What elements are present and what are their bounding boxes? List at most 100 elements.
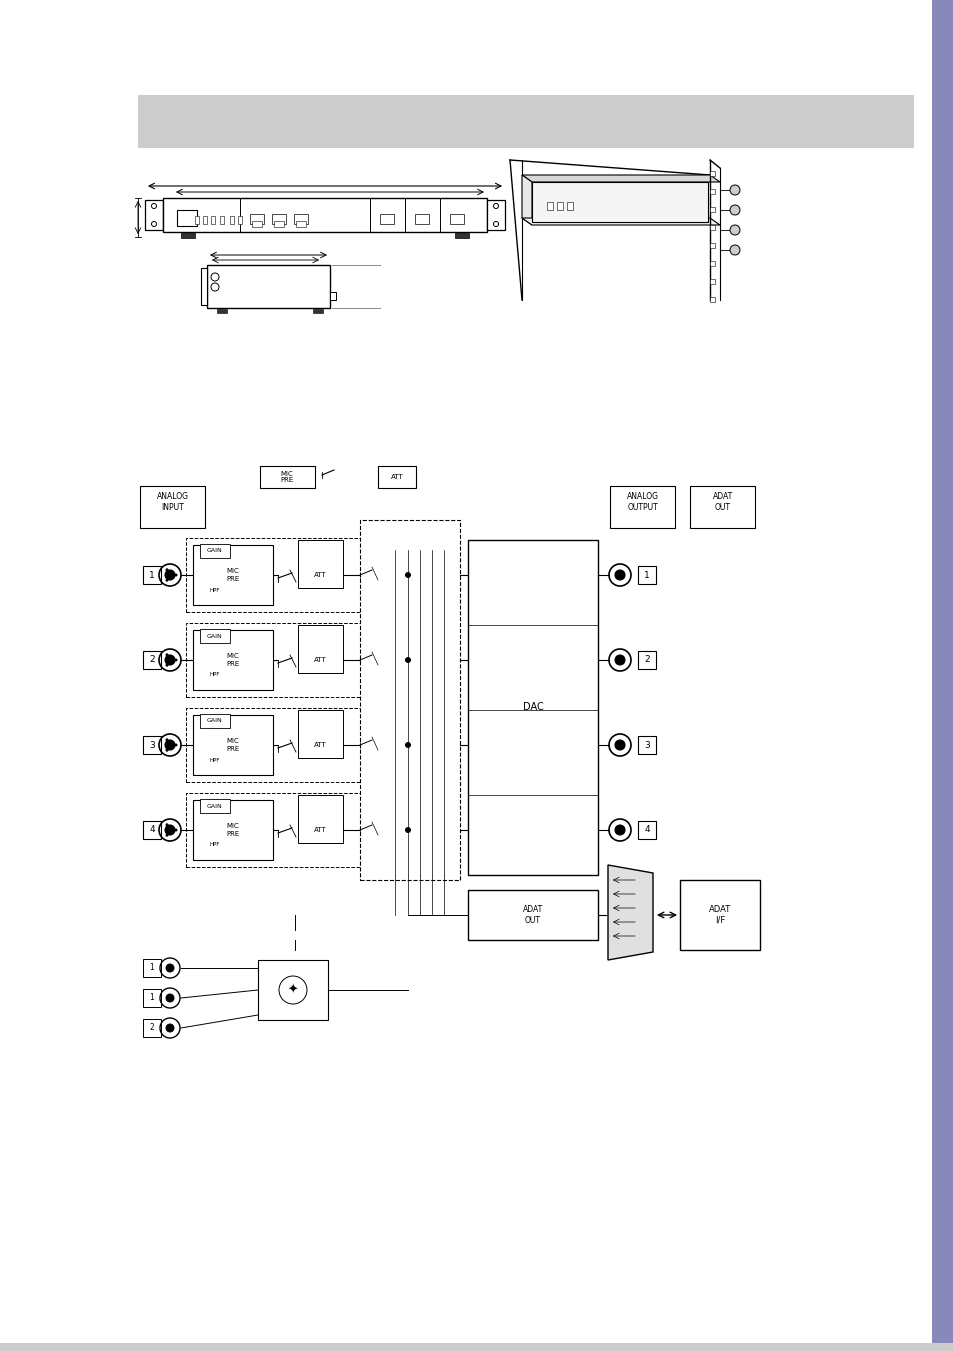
Text: ATT: ATT — [314, 742, 326, 748]
Bar — [145, 200, 163, 230]
Circle shape — [165, 578, 169, 582]
Text: 1: 1 — [643, 570, 649, 580]
Bar — [638, 736, 656, 754]
Bar — [200, 630, 230, 643]
Text: 1: 1 — [149, 570, 154, 580]
Bar — [679, 880, 760, 950]
Bar — [638, 566, 656, 584]
Polygon shape — [521, 176, 720, 182]
Text: 3: 3 — [149, 740, 154, 750]
Circle shape — [174, 658, 177, 662]
Circle shape — [615, 740, 624, 750]
Text: ATT: ATT — [314, 571, 326, 578]
Bar — [468, 890, 598, 940]
Bar — [455, 232, 469, 238]
Bar — [709, 297, 714, 303]
Circle shape — [405, 742, 411, 748]
Text: ATT: ATT — [391, 474, 403, 480]
Bar — [330, 292, 335, 300]
Bar — [709, 172, 714, 176]
Circle shape — [729, 205, 740, 215]
Bar — [186, 708, 360, 782]
Circle shape — [165, 654, 169, 657]
Bar — [709, 189, 714, 195]
Bar — [186, 538, 360, 612]
Bar — [211, 216, 214, 224]
Circle shape — [165, 655, 174, 665]
Text: ANALOG
INPUT: ANALOG INPUT — [157, 492, 189, 512]
Bar — [143, 736, 161, 754]
Bar — [709, 243, 714, 249]
Bar — [200, 713, 230, 728]
Bar — [377, 466, 416, 488]
Bar — [272, 213, 286, 224]
Bar — [638, 651, 656, 669]
Text: GAIN: GAIN — [207, 719, 223, 724]
Bar — [143, 989, 161, 1006]
Text: 2: 2 — [150, 1024, 154, 1032]
Bar — [297, 540, 343, 588]
Text: HPF: HPF — [210, 758, 220, 762]
Bar — [140, 486, 205, 528]
Bar — [200, 544, 230, 558]
Bar — [709, 280, 714, 284]
Bar — [532, 182, 707, 222]
Text: ATT: ATT — [314, 657, 326, 663]
Circle shape — [405, 657, 411, 663]
Text: GAIN: GAIN — [207, 549, 223, 554]
Circle shape — [615, 655, 624, 665]
Bar — [638, 821, 656, 839]
Bar — [193, 630, 273, 690]
Bar — [609, 486, 675, 528]
Circle shape — [405, 571, 411, 578]
Circle shape — [165, 748, 169, 751]
Circle shape — [165, 569, 169, 571]
Bar — [193, 544, 273, 605]
Bar — [294, 213, 308, 224]
Bar — [250, 213, 264, 224]
Bar — [379, 213, 394, 224]
Circle shape — [165, 663, 169, 666]
Circle shape — [166, 965, 173, 971]
Bar — [689, 486, 754, 528]
Bar — [138, 95, 913, 149]
Bar — [297, 794, 343, 843]
Bar — [143, 566, 161, 584]
Bar — [193, 800, 273, 861]
Text: 2: 2 — [149, 655, 154, 665]
Bar — [931, 0, 953, 1351]
Bar — [297, 711, 343, 758]
Text: 2: 2 — [643, 655, 649, 665]
Bar — [257, 961, 328, 1020]
Circle shape — [165, 738, 169, 742]
Circle shape — [165, 823, 169, 827]
Bar — [295, 222, 306, 227]
Text: ✦: ✦ — [288, 984, 298, 997]
Bar — [143, 1019, 161, 1038]
Bar — [186, 623, 360, 697]
Circle shape — [165, 834, 169, 836]
Text: 4: 4 — [643, 825, 649, 835]
Circle shape — [615, 570, 624, 580]
Bar — [252, 222, 262, 227]
Circle shape — [174, 828, 177, 831]
Bar — [194, 216, 199, 224]
Bar — [207, 265, 330, 308]
Bar — [143, 821, 161, 839]
Bar — [143, 959, 161, 977]
Bar — [163, 199, 486, 232]
Text: 1: 1 — [150, 993, 154, 1002]
Bar — [415, 213, 429, 224]
Text: HPF: HPF — [210, 673, 220, 677]
Bar — [557, 203, 562, 209]
Text: HPF: HPF — [210, 588, 220, 593]
Bar — [186, 793, 360, 867]
Bar — [237, 216, 242, 224]
Bar — [274, 222, 284, 227]
Text: 3: 3 — [643, 740, 649, 750]
Text: 4: 4 — [149, 825, 154, 835]
Bar — [566, 203, 573, 209]
Circle shape — [405, 827, 411, 834]
Text: MIC
PRE: MIC PRE — [226, 569, 239, 582]
Text: ADAT
OUT: ADAT OUT — [522, 905, 542, 924]
